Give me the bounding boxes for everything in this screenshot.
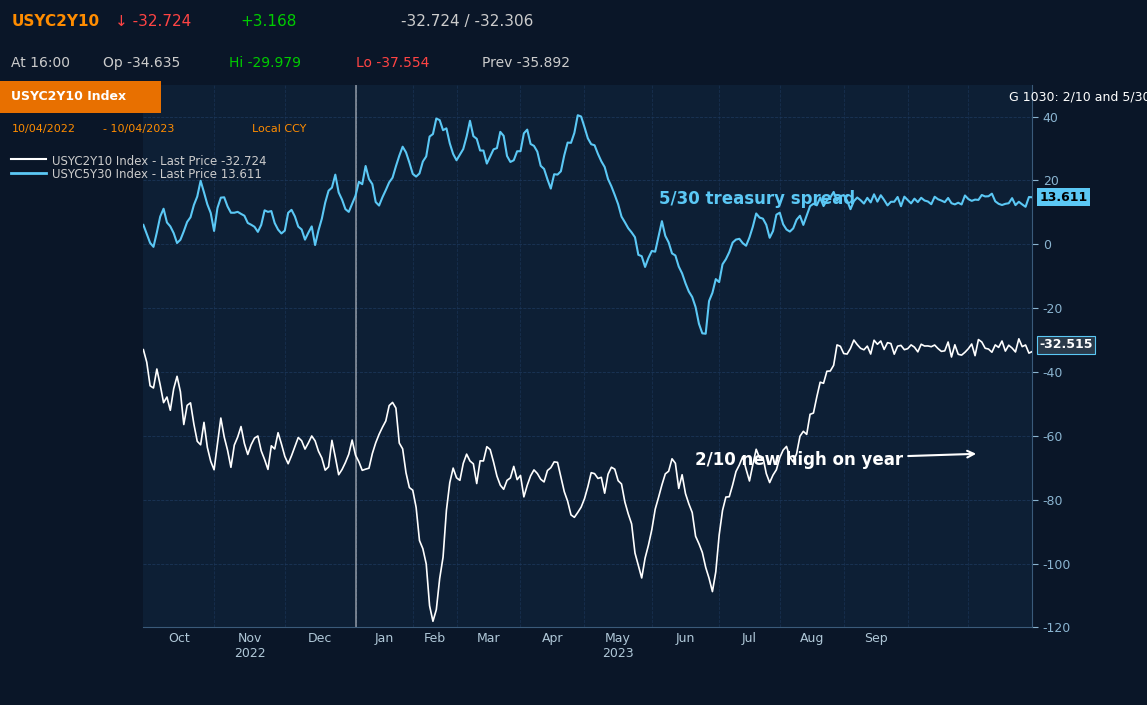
Text: USYC2Y10 Index - Last Price -32.724: USYC2Y10 Index - Last Price -32.724 [52,154,266,168]
Text: G 1030: 2/10 and 5/30: G 1030: 2/10 and 5/30 [1009,90,1147,104]
Text: - 10/04/2023: - 10/04/2023 [103,123,174,134]
Text: USYC5Y30 Index - Last Price 13.611: USYC5Y30 Index - Last Price 13.611 [52,168,262,181]
Text: 13.611: 13.611 [1039,191,1087,204]
Text: ↓ -32.724: ↓ -32.724 [115,13,190,29]
Text: At 16:00: At 16:00 [11,56,70,70]
Text: Prev -35.892: Prev -35.892 [482,56,570,70]
Text: 5/30 treasury spread: 5/30 treasury spread [658,190,855,208]
Text: -32.515: -32.515 [1039,338,1093,351]
Text: 2/10 new high on year: 2/10 new high on year [694,450,974,469]
Text: Hi -29.979: Hi -29.979 [229,56,302,70]
Text: -32.724 / -32.306: -32.724 / -32.306 [401,13,533,29]
Text: USYC2Y10: USYC2Y10 [11,13,100,29]
FancyBboxPatch shape [0,81,161,113]
Text: Local CCY: Local CCY [252,123,306,134]
Text: 10/04/2022: 10/04/2022 [11,123,76,134]
Text: Lo -37.554: Lo -37.554 [356,56,429,70]
Text: USYC2Y10 Index: USYC2Y10 Index [11,90,126,104]
Text: Op -34.635: Op -34.635 [103,56,180,70]
Text: +3.168: +3.168 [241,13,297,29]
